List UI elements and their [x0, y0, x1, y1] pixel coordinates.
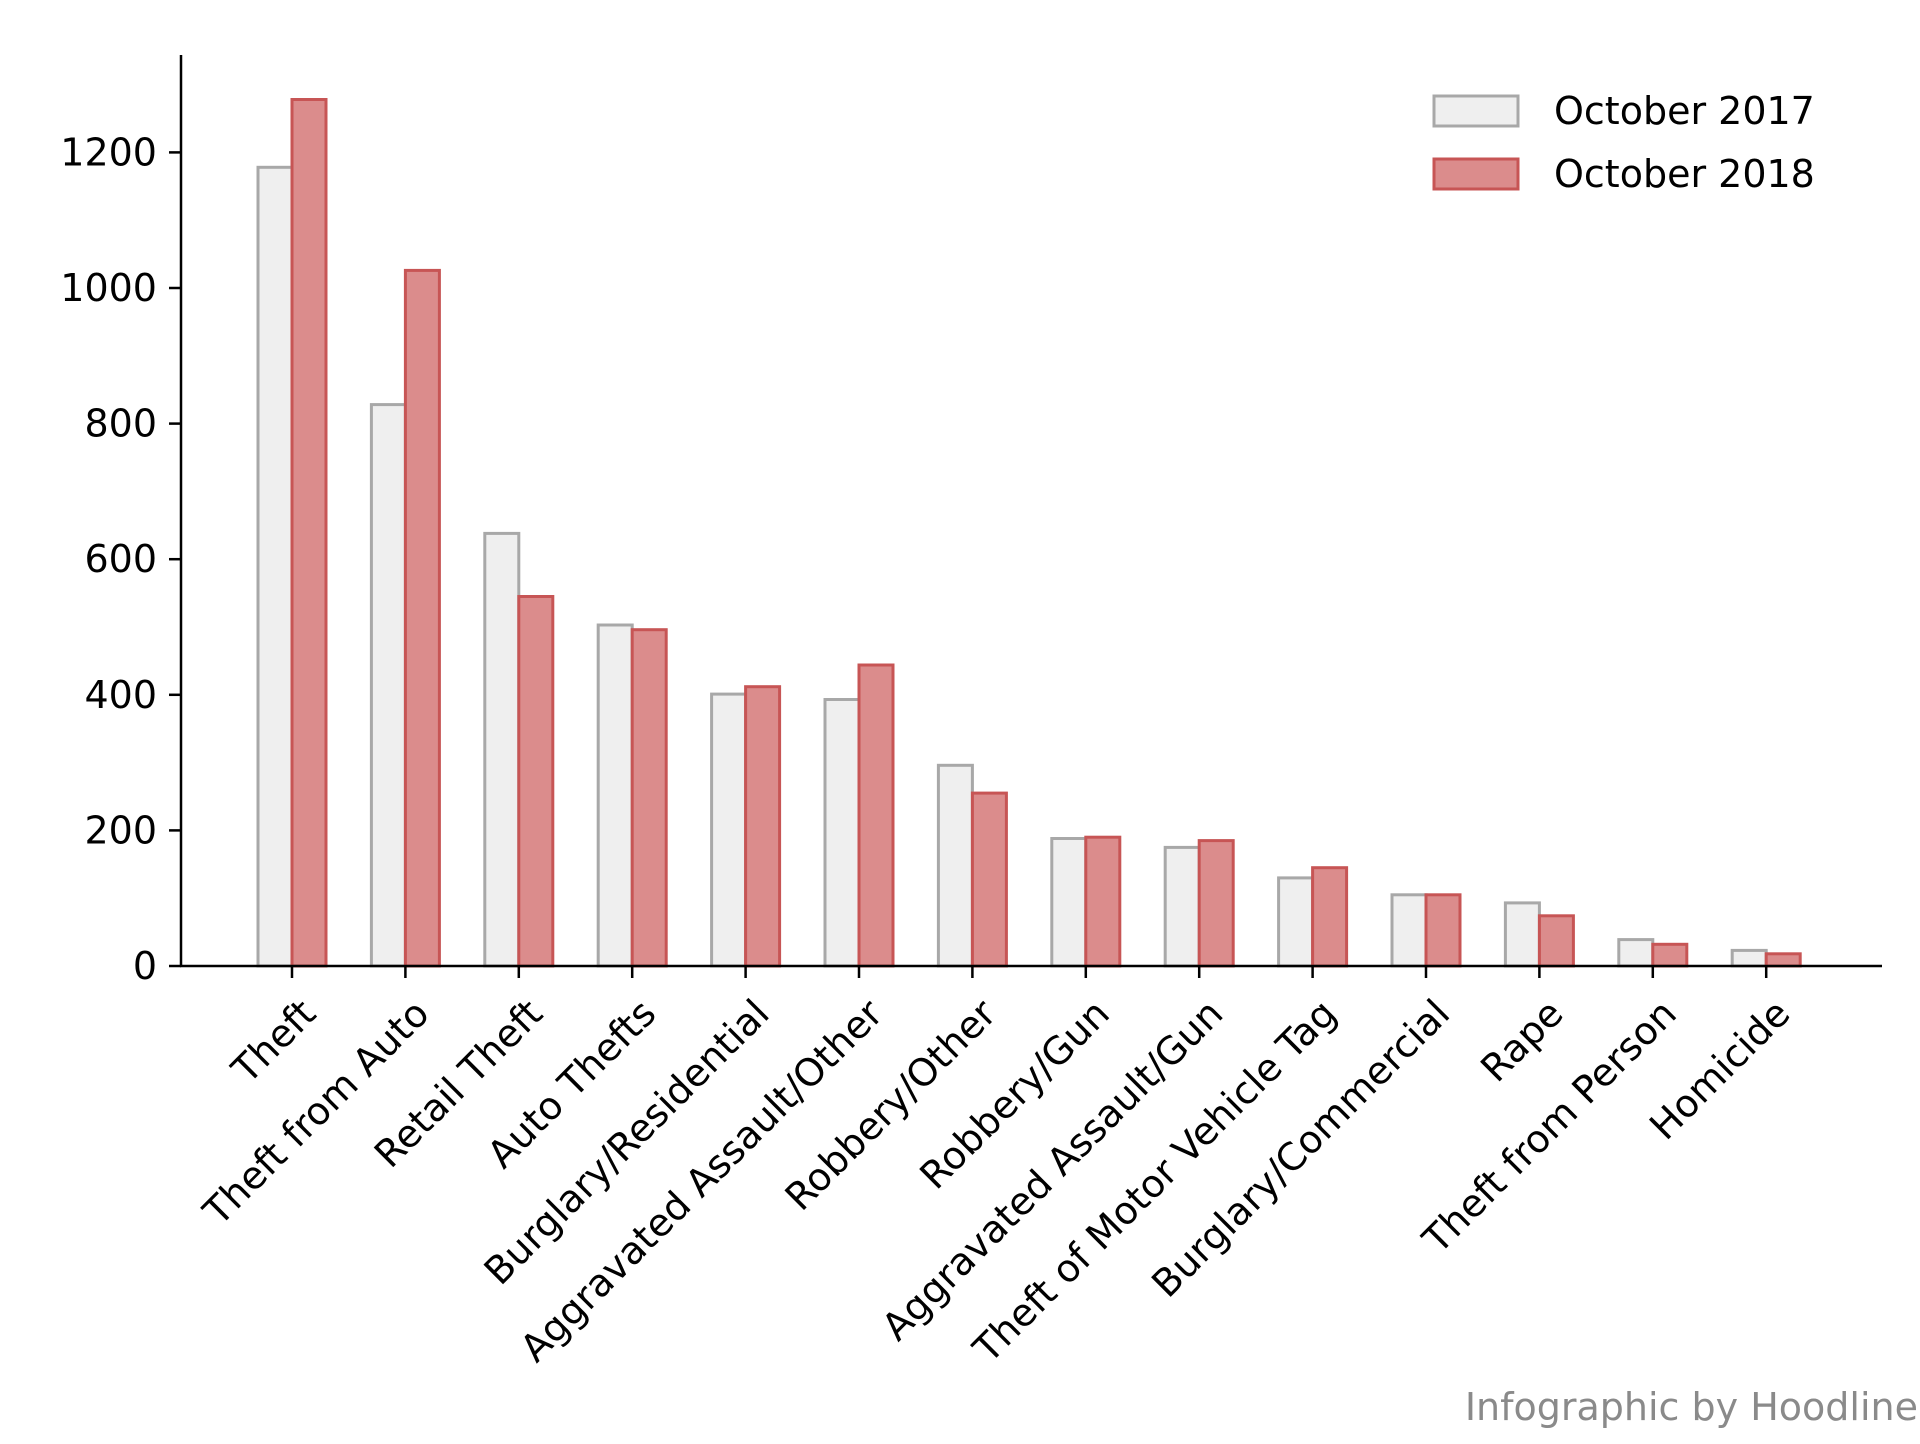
bar-2017-2: [483, 531, 521, 968]
bar-2018-2: [517, 595, 555, 968]
bar-2018-10: [1424, 893, 1462, 968]
bar-2017-9: [1277, 876, 1315, 968]
bar-2017-5: [823, 698, 861, 968]
x-category-label: Rape: [1472, 991, 1571, 1090]
legend: October 2017 October 2018: [1432, 89, 1815, 196]
bar-2018-0: [290, 98, 328, 968]
legend-swatch: [1432, 94, 1520, 128]
y-tick-label: 800: [84, 402, 157, 446]
legend-label: October 2018: [1554, 152, 1815, 196]
credit-text: Infographic by Hoodline: [1465, 1385, 1918, 1429]
bar-2018-3: [630, 628, 668, 968]
bar-2017-8: [1163, 845, 1201, 968]
bar-2018-9: [1311, 866, 1349, 968]
bar-2018-12: [1651, 942, 1689, 968]
bar-2017-3: [596, 623, 634, 968]
y-tick-label: 1200: [60, 130, 157, 174]
y-tick-label: 600: [84, 537, 157, 581]
bar-2017-7: [1050, 837, 1088, 968]
bar-2017-11: [1503, 901, 1541, 968]
legend-label: October 2017: [1554, 89, 1815, 133]
bar-2017-13: [1730, 948, 1768, 968]
bar-2018-4: [744, 685, 782, 968]
y-tick-label: 0: [133, 944, 157, 988]
bar-2018-7: [1084, 835, 1122, 968]
bar-2017-0: [256, 165, 294, 968]
bar-2017-4: [710, 692, 748, 968]
x-category-label: Theft: [223, 991, 324, 1092]
bar-2018-1: [403, 268, 441, 968]
y-tick-label: 200: [84, 808, 157, 852]
bars-layer: [256, 98, 1802, 968]
bar-2017-12: [1617, 938, 1655, 968]
bar-2018-5: [857, 663, 895, 968]
x-category-label: Robbery/Other: [777, 991, 1005, 1219]
bar-2018-6: [970, 791, 1008, 968]
bar-2018-8: [1197, 839, 1235, 968]
legend-swatch: [1432, 157, 1520, 191]
bar-2018-13: [1764, 952, 1802, 968]
y-tick-label: 1000: [60, 266, 157, 310]
bar-2018-11: [1537, 914, 1575, 968]
bar-2017-6: [936, 763, 974, 968]
bar-2017-1: [369, 403, 407, 968]
y-tick-label: 400: [84, 673, 157, 717]
bar-2017-10: [1390, 893, 1428, 968]
